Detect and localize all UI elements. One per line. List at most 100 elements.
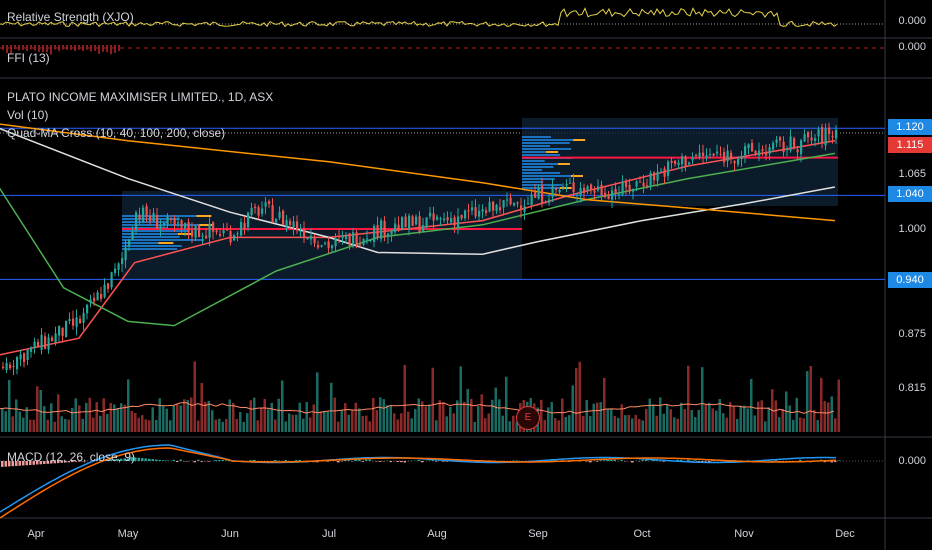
ffi-bar <box>58 45 60 52</box>
ffi-bar <box>110 45 112 55</box>
candle-body <box>726 150 729 162</box>
candle-body <box>677 162 680 165</box>
candle-body <box>2 366 5 369</box>
volume-bar <box>508 421 511 432</box>
volume-bar <box>750 378 753 432</box>
candle-body <box>401 217 404 229</box>
time-tick-aug: Aug <box>427 528 447 540</box>
candle-body <box>219 234 222 236</box>
ffi-bar <box>94 45 96 51</box>
ffi-bar <box>42 45 44 53</box>
volume-bar <box>232 402 235 432</box>
macd-histogram-bar <box>8 461 11 467</box>
volume-bar <box>624 415 627 432</box>
volume-bar <box>792 419 795 432</box>
candle-body <box>359 244 362 246</box>
volume-bar <box>400 413 403 432</box>
candle-body <box>502 200 505 208</box>
ffi-bar <box>86 45 88 50</box>
volume-bar <box>256 420 259 432</box>
candle-body <box>383 220 386 238</box>
volume-bar <box>403 365 406 432</box>
macd-histogram-bar <box>662 461 665 462</box>
macd-histogram-bar <box>431 460 434 461</box>
volume-bar <box>263 399 266 432</box>
macd-label[interactable]: MACD (12, 26, close, 9) <box>7 450 136 464</box>
macd-histogram-bar <box>830 461 833 463</box>
volume-bar <box>85 403 88 432</box>
volume-bar <box>326 411 329 432</box>
macd-histogram-bar <box>46 461 49 464</box>
candle-body <box>670 161 673 163</box>
candle-body <box>16 357 19 370</box>
ma-label[interactable]: Quad-MA Cross (10, 40, 100, 200, close) <box>7 126 226 140</box>
macd-histogram-bar <box>1 461 4 467</box>
candle-body <box>614 188 617 194</box>
volume-bar <box>802 418 805 432</box>
volume-bar <box>477 406 480 432</box>
candle-body <box>131 231 134 240</box>
volume-profile-value-bar <box>198 224 214 226</box>
volume-bar <box>442 402 445 432</box>
volume-bar <box>102 398 105 432</box>
macd-histogram-bar <box>148 458 151 461</box>
last-price-tag: 1.115 <box>888 137 932 153</box>
volume-bar <box>197 420 200 432</box>
candle-body <box>352 232 355 245</box>
volume-bar <box>778 417 781 432</box>
macd-histogram-bar <box>137 457 140 462</box>
candle-body <box>814 138 817 141</box>
volume-profile-bar <box>122 230 189 232</box>
macd-histogram-bar <box>379 461 382 462</box>
candle-body <box>460 215 463 219</box>
volume-bar <box>704 404 707 432</box>
volume-bar <box>333 397 336 432</box>
ffi-bar <box>6 45 8 54</box>
vol-label[interactable]: Vol (10) <box>7 108 49 122</box>
ffi-bar <box>34 45 36 51</box>
candle-body <box>96 292 99 301</box>
candle-body <box>740 156 743 159</box>
volume-bar <box>361 416 364 432</box>
price-tick-3: 0.875 <box>898 328 926 340</box>
ffi-label[interactable]: FFI (13) <box>7 51 50 65</box>
candle-body <box>625 181 628 188</box>
volume-bar <box>592 403 595 432</box>
price-tick-1: 1.065 <box>898 168 926 180</box>
candle-body <box>817 129 820 137</box>
relative-strength-label[interactable]: Relative Strength (XJO) <box>7 10 134 24</box>
macd-histogram-bar <box>599 460 602 461</box>
volume-bar <box>606 408 609 432</box>
chart-title: PLATO INCOME MAXIMISER LIMITED., 1D, ASX <box>7 90 274 104</box>
volume-bar <box>554 418 557 432</box>
candle-body <box>152 212 155 221</box>
macd-signal-line <box>0 447 837 519</box>
time-tick-jul: Jul <box>321 528 337 540</box>
ma-line-ma-40 <box>0 152 836 327</box>
macd-histogram-bar <box>774 460 777 461</box>
macd-histogram-bar <box>641 459 644 461</box>
macd-histogram-bar <box>144 458 147 461</box>
volume-bar <box>396 419 399 432</box>
candle-body <box>369 240 372 242</box>
volume-bar <box>277 398 280 432</box>
volume-bar <box>722 413 725 432</box>
volume-bars <box>0 361 840 432</box>
earnings-marker[interactable]: E <box>516 406 540 430</box>
candle-body <box>509 197 512 205</box>
candle-body <box>348 233 351 246</box>
candle-body <box>268 201 271 204</box>
macd-histogram-bar <box>116 458 119 461</box>
volume-bar <box>109 403 112 432</box>
volume-bar <box>99 415 102 432</box>
volume-bar <box>298 402 301 432</box>
volume-bar <box>389 405 392 432</box>
volume-bar <box>155 420 158 432</box>
volume-bar <box>144 419 147 432</box>
candle-body <box>23 353 26 363</box>
macd-histogram-bar <box>799 459 802 461</box>
volume-bar <box>270 402 273 432</box>
relative-strength-value: 0.000 <box>898 15 926 27</box>
candle-body <box>331 245 334 249</box>
